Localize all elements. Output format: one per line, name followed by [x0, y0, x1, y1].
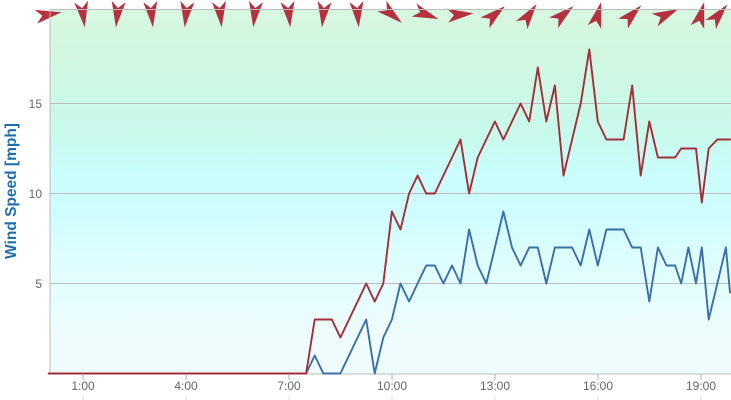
svg-text:10:00: 10:00 — [377, 379, 407, 393]
svg-text:15: 15 — [29, 97, 43, 111]
svg-text:10: 10 — [29, 187, 43, 201]
svg-text:Wind Speed [mph]: Wind Speed [mph] — [3, 123, 20, 259]
svg-text:4:00: 4:00 — [174, 379, 198, 393]
svg-text:16:00: 16:00 — [583, 379, 613, 393]
svg-text:19:00: 19:00 — [686, 379, 716, 393]
svg-text:1:00: 1:00 — [71, 379, 95, 393]
svg-text:13:00: 13:00 — [480, 379, 510, 393]
svg-text:7:00: 7:00 — [277, 379, 301, 393]
svg-text:5: 5 — [35, 277, 42, 291]
